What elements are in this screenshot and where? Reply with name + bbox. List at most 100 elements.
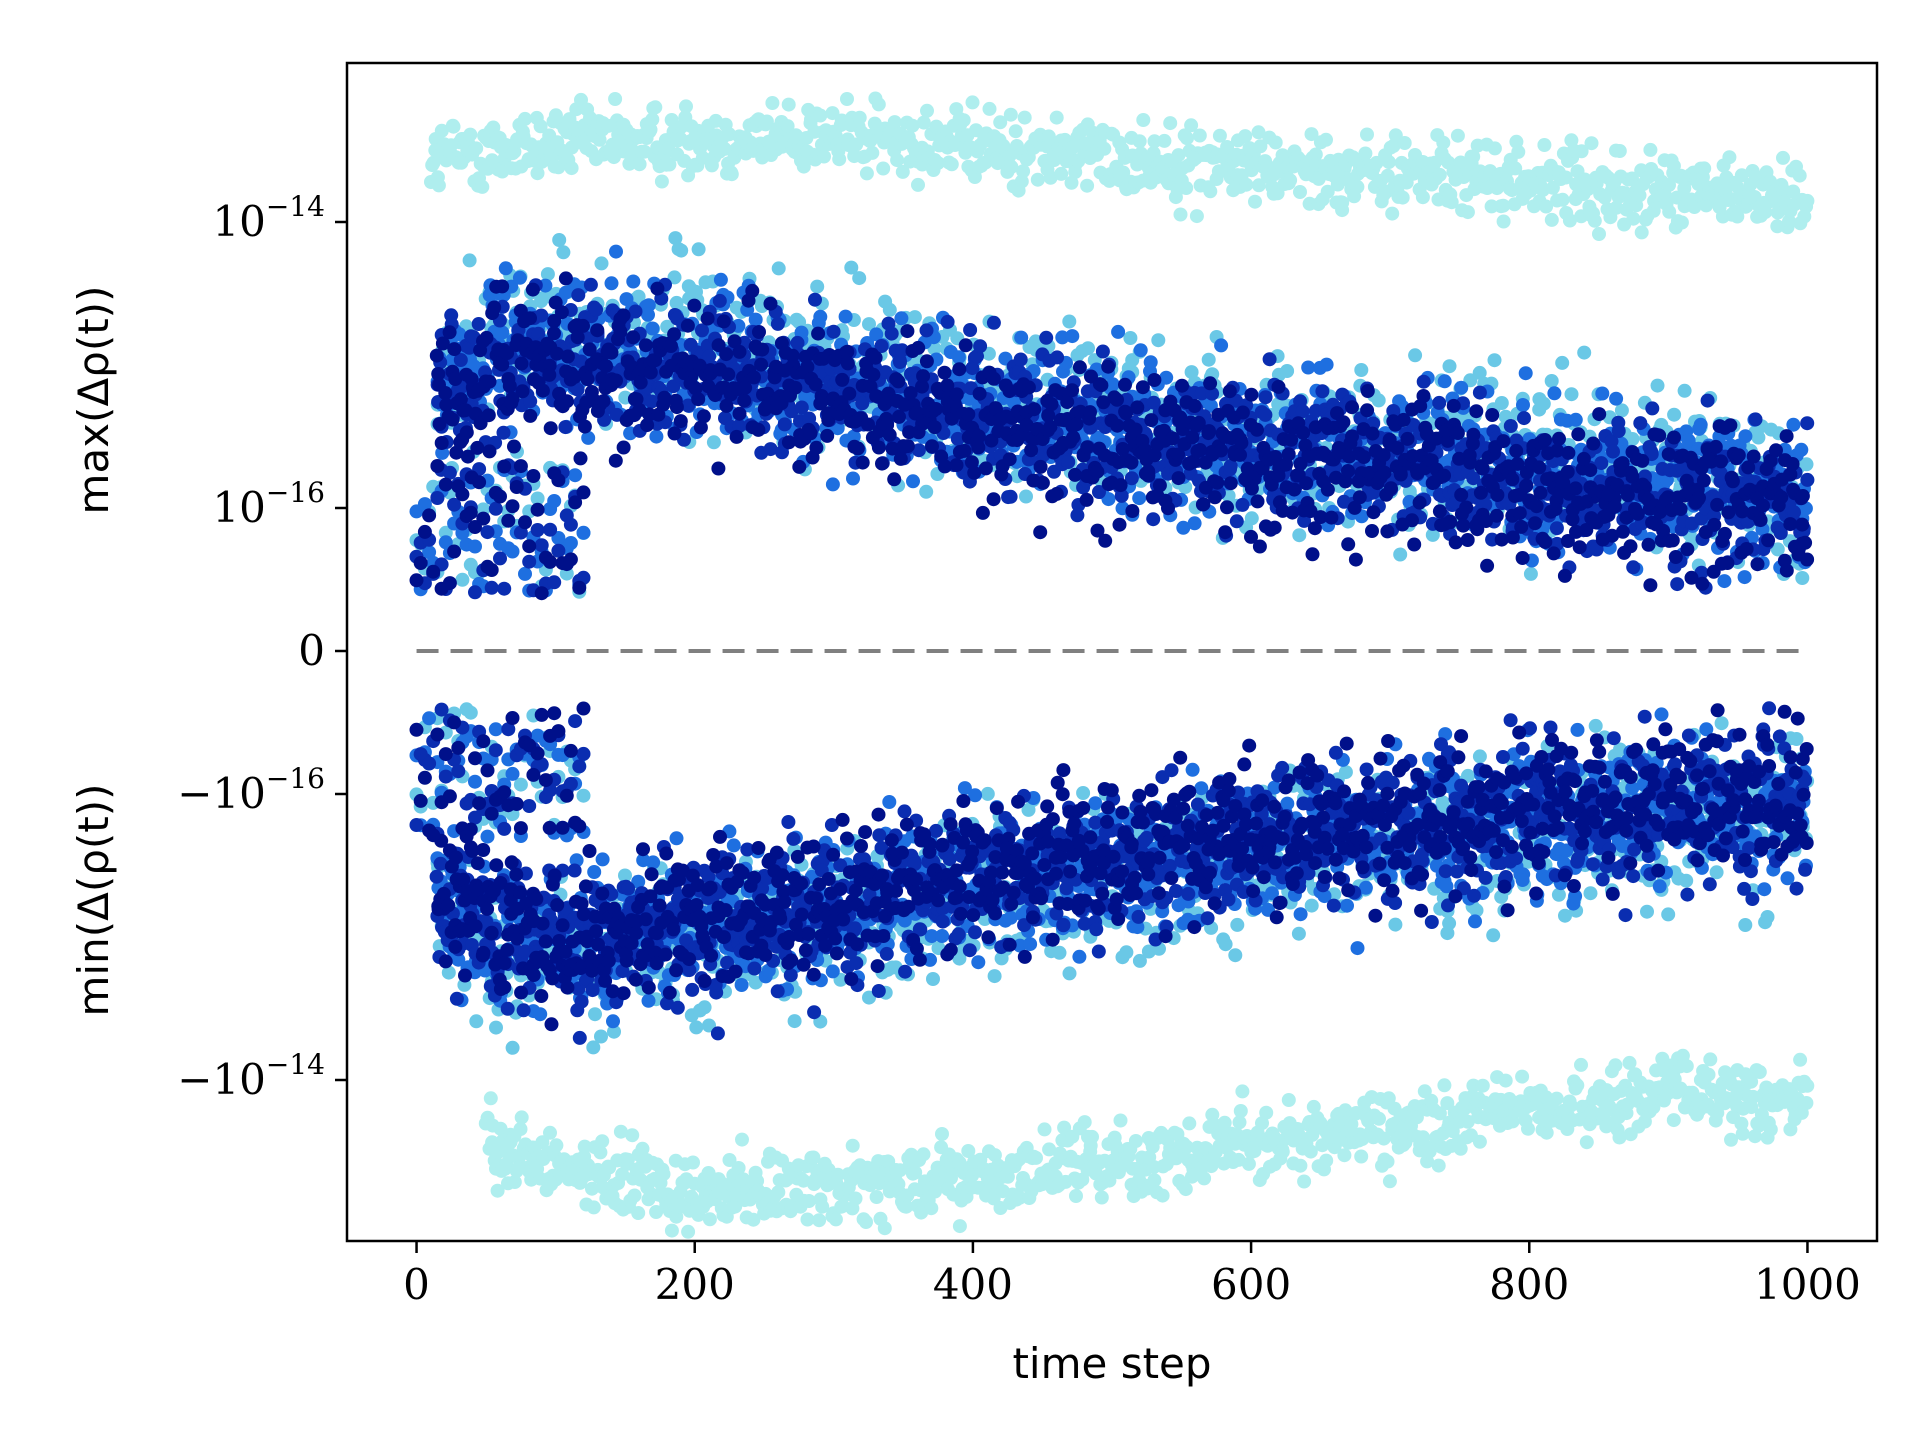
data-point (1304, 898, 1319, 913)
data-point (1393, 547, 1408, 562)
data-point (1319, 132, 1333, 147)
data-point (594, 256, 609, 271)
data-point (1372, 1111, 1386, 1126)
data-point (1701, 1067, 1716, 1082)
data-point (543, 1125, 557, 1140)
data-point (717, 141, 732, 156)
data-point (645, 112, 660, 127)
data-point (1233, 1104, 1248, 1118)
data-point (1634, 225, 1649, 240)
data-point (1251, 125, 1266, 140)
data-point (1432, 167, 1447, 182)
data-point (846, 471, 860, 486)
data-point (1293, 1158, 1308, 1173)
data-point (1800, 1078, 1815, 1093)
data-point (926, 972, 940, 986)
data-point (1763, 1122, 1778, 1137)
data-point (859, 166, 874, 181)
data-point (1487, 353, 1502, 368)
data-point (608, 92, 623, 106)
data-point (1259, 1105, 1274, 1120)
data-point (845, 1138, 860, 1153)
data-point (540, 267, 555, 282)
data-point (1738, 429, 1753, 444)
data-point (1735, 1126, 1750, 1141)
data-point (1776, 150, 1790, 165)
data-point (987, 969, 1002, 984)
data-point (724, 167, 739, 182)
data-point (1268, 135, 1283, 150)
data-point (1235, 1084, 1250, 1099)
data-point (735, 1132, 749, 1147)
data-point (686, 1155, 700, 1170)
data-point (498, 261, 513, 276)
data-point (446, 119, 461, 134)
data-point (1159, 370, 1174, 385)
data-point (1203, 184, 1218, 199)
data-point (894, 311, 909, 326)
data-point (906, 474, 920, 489)
data-point (1496, 214, 1511, 229)
data-point (1395, 190, 1410, 205)
data-point (876, 161, 891, 176)
data-point (1292, 528, 1307, 543)
data-point (1677, 383, 1692, 398)
data-point (1640, 904, 1654, 919)
data-point (632, 157, 647, 172)
data-point (1054, 166, 1069, 181)
data-point (1388, 917, 1403, 932)
data-point (662, 157, 677, 172)
data-point (1049, 110, 1064, 125)
data-point (871, 97, 886, 112)
data-point (1291, 926, 1306, 941)
data-point (1475, 1078, 1490, 1093)
data-point (1584, 136, 1599, 151)
data-point (1081, 341, 1095, 356)
data-point (1244, 511, 1259, 526)
data-point (787, 1014, 802, 1029)
data-point (1397, 136, 1412, 150)
data-point (1069, 1189, 1083, 1203)
data-point (1182, 1116, 1197, 1131)
data-point (1119, 945, 1134, 960)
data-point (1008, 124, 1023, 139)
data-point (455, 572, 470, 587)
data-point (1335, 195, 1350, 210)
data-point (1094, 1190, 1109, 1205)
data-point (1737, 570, 1752, 585)
data-point (771, 1185, 786, 1200)
data-point (1577, 345, 1592, 360)
data-point (1444, 195, 1459, 210)
data-point (1085, 1129, 1099, 1144)
data-point (1738, 918, 1753, 932)
data-point (604, 276, 619, 291)
data-point (1147, 1173, 1162, 1188)
data-point (564, 161, 579, 176)
data-point (1360, 127, 1374, 142)
data-point (552, 233, 567, 247)
data-point (1437, 1078, 1452, 1093)
data-point (1609, 391, 1624, 406)
data-point (920, 103, 934, 118)
data-point (1132, 491, 1147, 506)
data-point (1436, 135, 1451, 150)
data-point (1431, 1158, 1446, 1173)
data-point (838, 309, 853, 324)
data-point (852, 271, 867, 286)
data-point (518, 111, 532, 126)
data-point (462, 253, 477, 268)
data-point (1643, 142, 1658, 157)
data-point (556, 245, 571, 260)
data-point (1547, 386, 1562, 401)
data-point (1155, 1188, 1170, 1203)
data-point (1151, 333, 1166, 348)
data-point (1214, 338, 1229, 353)
data-point (1239, 177, 1254, 192)
data-point (1385, 206, 1400, 221)
data-point (681, 1224, 696, 1239)
data-point (1212, 128, 1227, 143)
data-point (1043, 170, 1058, 185)
data-point (1490, 181, 1504, 196)
data-point (1003, 107, 1018, 122)
